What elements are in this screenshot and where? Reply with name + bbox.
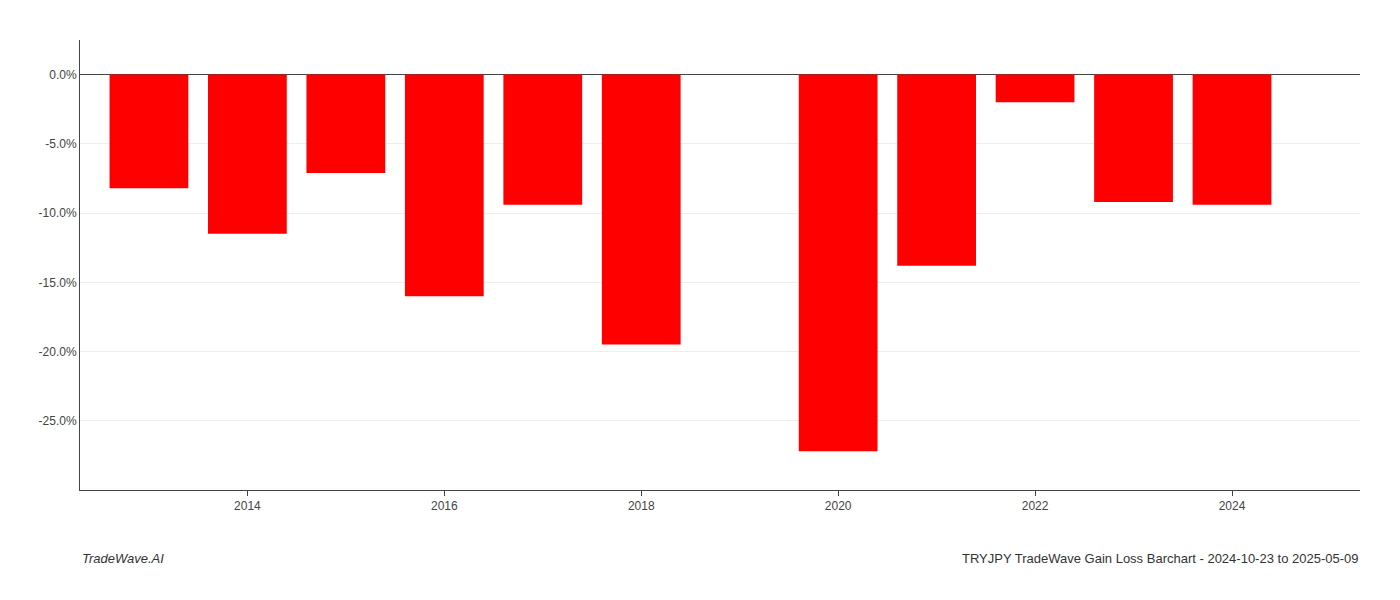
svg-text:TradeWave.AI: TradeWave.AI <box>82 551 164 566</box>
svg-text:2024: 2024 <box>1219 499 1246 513</box>
svg-text:2022: 2022 <box>1022 499 1049 513</box>
svg-text:-15.0%: -15.0% <box>39 276 77 290</box>
svg-text:-20.0%: -20.0% <box>39 345 77 359</box>
svg-text:-10.0%: -10.0% <box>39 206 77 220</box>
svg-text:2016: 2016 <box>431 499 458 513</box>
svg-text:2014: 2014 <box>234 499 261 513</box>
svg-text:TRYJPY TradeWave Gain Loss Bar: TRYJPY TradeWave Gain Loss Barchart - 20… <box>962 551 1358 566</box>
svg-text:2018: 2018 <box>628 499 655 513</box>
svg-text:-25.0%: -25.0% <box>39 414 77 428</box>
svg-text:2020: 2020 <box>825 499 852 513</box>
svg-text:0.0%: 0.0% <box>49 68 77 82</box>
svg-text:-5.0%: -5.0% <box>45 137 77 151</box>
